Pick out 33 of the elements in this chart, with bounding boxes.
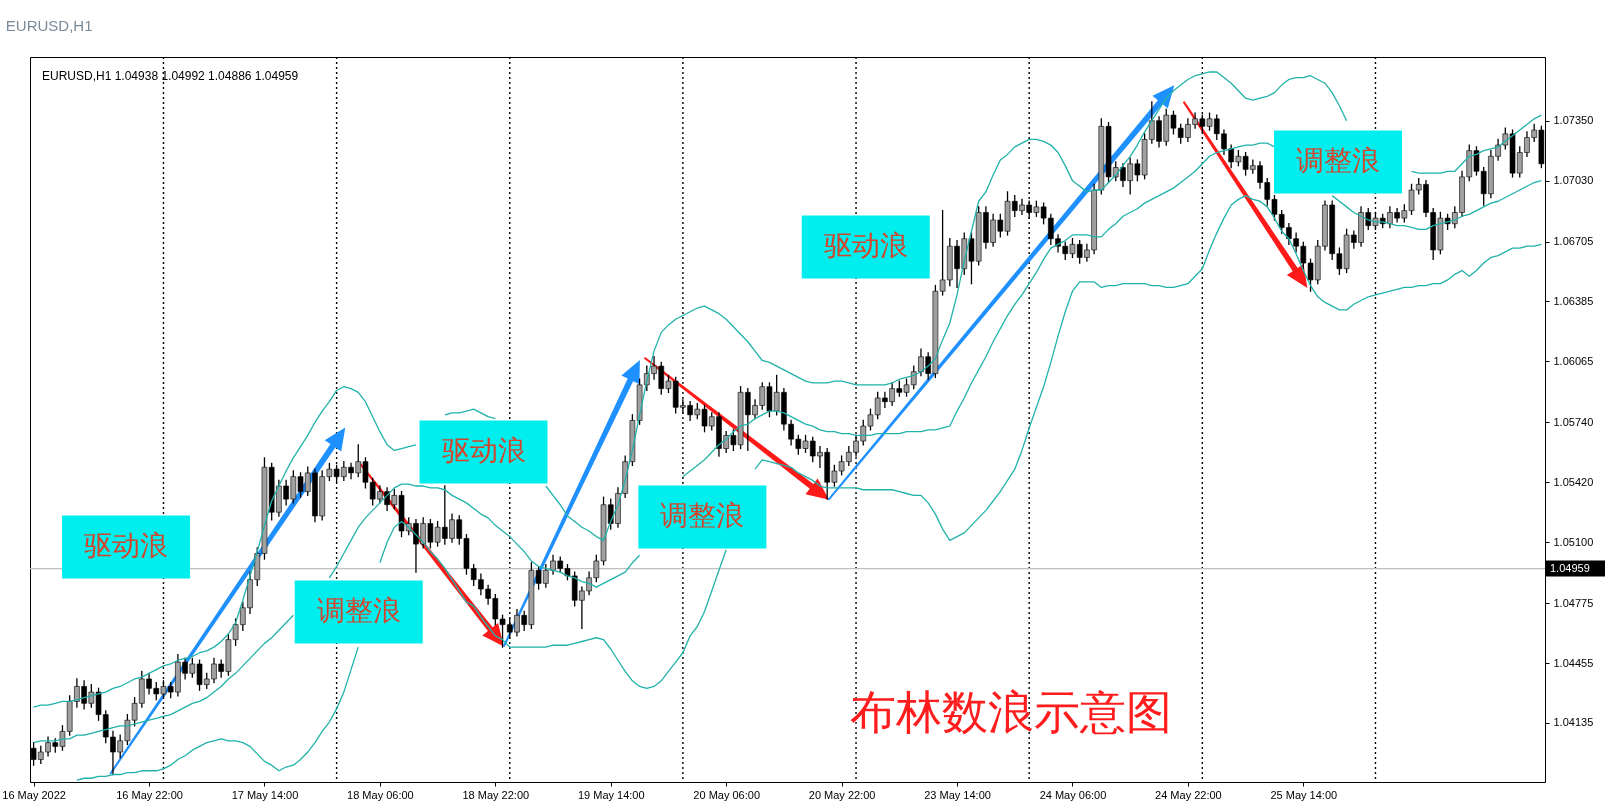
y-tick-label: 1.05420: [1553, 475, 1594, 488]
chart-title: EURUSD,H1: [5, 17, 93, 35]
y-tick-label: 1.04135: [1553, 716, 1594, 729]
x-tick-label: 18 May 06:00: [347, 788, 414, 801]
y-tick-label: 1.06065: [1553, 354, 1594, 367]
y-tick-label: 1.06385: [1553, 294, 1594, 307]
y-tick-label: 1.07030: [1553, 174, 1594, 187]
x-tick-label: 23 May 14:00: [924, 788, 991, 801]
annotation: 调整浪: [316, 594, 401, 627]
annotation: 驱动浪: [823, 229, 908, 262]
y-tick-label: 1.05100: [1553, 535, 1594, 548]
y-tick-label: 1.05740: [1553, 415, 1594, 428]
annotation: 驱动浪: [441, 434, 526, 467]
x-tick-label: 25 May 14:00: [1270, 788, 1338, 801]
y-tick-label: 1.04775: [1553, 596, 1594, 609]
y-tick-label: 1.06705: [1553, 235, 1594, 248]
x-tick-label: 16 May 22:00: [116, 788, 183, 801]
annotation: 布林数浪示意图: [850, 686, 1173, 738]
x-tick-label: 17 May 14:00: [231, 788, 299, 801]
x-tick-label: 16 May 2022: [2, 788, 66, 801]
text: EURUSD,H1 1.04938 1.04992 1.04886 1.04959: [42, 69, 299, 83]
ref-line-label: 1.04959: [1550, 561, 1590, 574]
y-tick-label: 1.07350: [1553, 114, 1594, 127]
x-tick-label: 20 May 22:00: [808, 788, 876, 801]
x-tick-label: 24 May 06:00: [1039, 788, 1107, 801]
y-tick-label: 1.04455: [1553, 656, 1594, 669]
x-tick-label: 19 May 14:00: [577, 788, 645, 801]
x-tick-label: 24 May 22:00: [1155, 788, 1222, 801]
x-tick-label: 18 May 22:00: [462, 788, 530, 801]
annotation: 调整浪: [660, 499, 745, 532]
annotation: 调整浪: [1296, 144, 1381, 177]
x-tick-label: 20 May 06:00: [693, 788, 761, 801]
annotation: 驱动浪: [84, 529, 169, 562]
